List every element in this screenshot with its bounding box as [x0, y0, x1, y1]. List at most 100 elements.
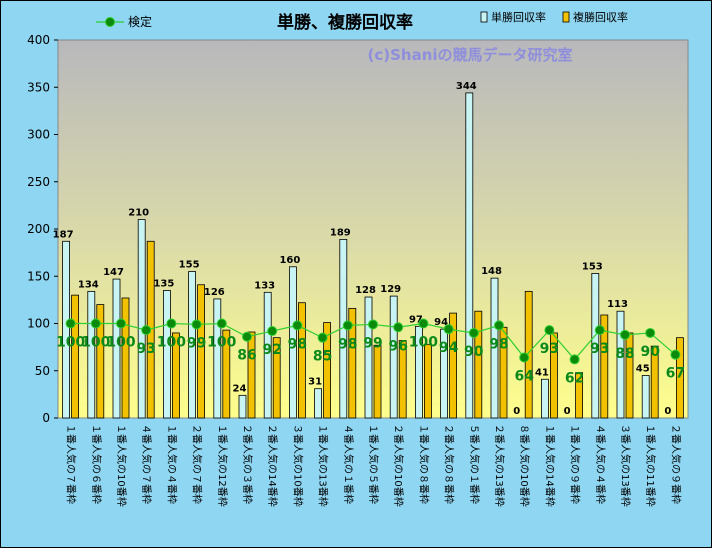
bar-fukusho-14	[398, 340, 407, 419]
bar-tansho-22	[591, 273, 600, 419]
chart-title: 単勝、複勝回収率	[277, 12, 413, 33]
kentei-point-4	[141, 325, 152, 336]
y-tick-label: 300	[27, 128, 50, 142]
kentei-data-label: 96	[388, 338, 407, 354]
bar-data-label: 94	[434, 317, 448, 328]
y-tick-label: 250	[27, 175, 50, 189]
bar-tansho-18	[490, 277, 499, 419]
kentei-data-label: 93	[540, 341, 559, 357]
x-tick-label: ３番人気の10番枠	[291, 424, 304, 507]
y-tick-label: 50	[35, 364, 50, 378]
bar-data-label: 135	[153, 278, 174, 289]
kentei-data-label: 90	[464, 344, 484, 360]
x-tick-label: １番人気の８番枠	[417, 424, 430, 504]
bar-fukusho-16	[449, 312, 458, 419]
x-tick-label: １番人気の14番枠	[543, 424, 556, 507]
kentei-point-3	[116, 318, 126, 329]
bar-data-label: 344	[456, 81, 477, 92]
kentei-data-label: 100	[106, 335, 135, 351]
kentei-data-label: 100	[81, 335, 110, 351]
bar-tansho-24	[641, 375, 650, 419]
bar-data-label: 24	[233, 383, 247, 394]
legend-marker-kentei	[105, 17, 115, 27]
kentei-data-label: 64	[514, 369, 534, 385]
bar-tansho-5	[162, 290, 171, 419]
bar-fukusho-6	[197, 284, 206, 419]
bar-tansho-15	[414, 325, 423, 419]
kentei-point-1	[65, 318, 76, 329]
bar-data-label: 160	[279, 255, 300, 266]
kentei-data-label: 100	[409, 335, 438, 351]
bar-data-label: 0	[513, 406, 520, 417]
bar-tansho-17	[465, 92, 474, 419]
kentei-point-25	[670, 349, 681, 360]
bar-data-label: 41	[535, 367, 549, 378]
kentei-data-label: 100	[56, 335, 85, 351]
x-tick-label: １番人気の５番枠	[367, 424, 380, 504]
kentei-data-label: 85	[313, 349, 332, 365]
legend-label-tansho: 単勝回収率	[491, 10, 546, 24]
bar-data-label: 187	[53, 229, 74, 240]
x-tick-label: １番人気の９番枠	[569, 424, 582, 504]
x-tick-label: ２番人気の３番枠	[241, 424, 254, 504]
bar-tansho-11	[314, 388, 323, 419]
bar-tansho-13	[364, 296, 373, 419]
bar-data-label: 210	[128, 208, 149, 219]
kentei-point-10	[292, 320, 303, 331]
bar-tansho-8	[238, 394, 247, 419]
x-tick-label: １番人気の13番枠	[317, 424, 330, 507]
bar-fukusho-22	[600, 314, 609, 419]
x-tick-label: ２番人気の10番枠	[392, 424, 405, 507]
bar-tansho-2	[87, 290, 96, 419]
legend-swatch-tansho	[480, 11, 488, 23]
kentei-point-18	[494, 320, 504, 331]
x-tick-label: １番人気の11番枠	[644, 424, 657, 507]
bar-fukusho-17	[474, 310, 483, 419]
bar-tansho-23	[616, 310, 625, 419]
kentei-point-16	[443, 324, 454, 335]
x-tick-label: ５番人気の１番枠	[468, 424, 481, 504]
bar-data-label: 147	[103, 267, 124, 278]
bars: 187 １番人気の７番枠 134 １番人気の６番枠 147 １番人気の10番枠 210 ４番人…	[53, 81, 684, 507]
bar-tansho-7	[213, 298, 222, 419]
x-tick-label: ４番人気の１番枠	[342, 424, 355, 504]
kentei-data-label: 86	[237, 348, 256, 364]
axes: 0 50 100 150 200 250 300 350 400	[27, 33, 58, 425]
bar-fukusho-21	[575, 372, 583, 419]
kentei-point-8	[242, 331, 252, 342]
bar-fukusho-20	[550, 332, 558, 419]
bar-fukusho-13	[373, 344, 382, 419]
bar-data-label: 31	[308, 377, 322, 388]
bar-data-label: 148	[481, 266, 502, 277]
kentei-data-label: 99	[363, 335, 382, 351]
bar-data-label: 97	[409, 314, 423, 325]
x-tick-label: １番人気の10番枠	[115, 424, 128, 507]
bar-data-label: 155	[179, 260, 200, 271]
bar-data-label: 133	[254, 280, 275, 291]
y-tick-label: 200	[27, 222, 50, 236]
kentei-data-label: 98	[489, 336, 508, 352]
legend: 検定 単勝回収率 複勝回収率	[96, 10, 628, 29]
kentei-data-label: 93	[590, 341, 609, 357]
bar-tansho-14	[389, 295, 398, 419]
y-tick-label: 150	[27, 269, 50, 283]
bar-data-label: 0	[664, 406, 671, 417]
kentei-point-13	[368, 319, 378, 330]
y-tick-label: 400	[27, 33, 50, 47]
bar-fukusho-12	[348, 307, 357, 419]
x-tick-label: １番人気の12番枠	[216, 424, 229, 507]
bar-tansho-10	[288, 266, 297, 419]
bar-fukusho-7	[222, 329, 231, 419]
bar-fukusho-15	[423, 343, 432, 419]
kentei-data-label: 98	[288, 336, 307, 352]
x-tick-label: ２番人気の13番枠	[493, 424, 506, 507]
legend-label-fukusho: 複勝回収率	[573, 10, 628, 24]
bar-fukusho-2	[96, 304, 105, 419]
kentei-point-5	[166, 318, 177, 329]
bar-data-label: 189	[330, 227, 351, 238]
kentei-point-9	[267, 326, 278, 337]
kentei-point-19	[519, 352, 530, 363]
x-tick-label: ８番人気の10番枠	[518, 424, 531, 507]
x-tick-label: ２番人気の14番枠	[266, 424, 279, 507]
